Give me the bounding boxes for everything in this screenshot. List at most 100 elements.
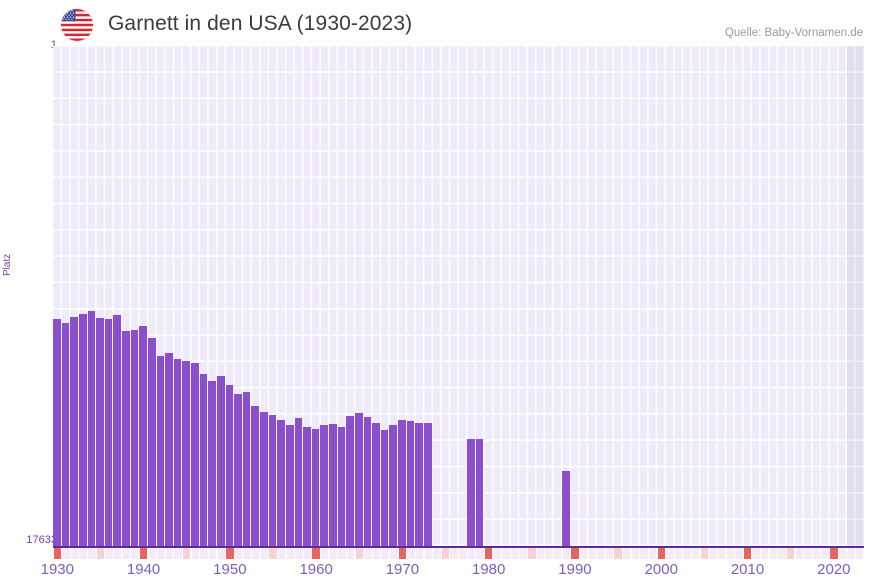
y-axis-tick-bottom: 17633 [26,534,57,546]
tick-marker-minor [122,548,131,559]
bar[interactable] [87,311,97,546]
tick-marker-minor [424,548,432,559]
tick-marker-minor [433,548,441,559]
tick-marker-major [484,548,493,559]
tick-marker-minor [88,548,96,559]
bar[interactable] [268,415,278,546]
tick-marker-minor [528,548,536,559]
bar[interactable] [406,421,416,546]
tick-marker-minor [666,548,674,559]
tick-marker-major [743,548,752,559]
bar[interactable] [165,353,174,546]
bar[interactable] [113,315,123,546]
bar[interactable] [251,406,261,546]
tick-marker-minor [70,548,79,559]
page-title: Garnett in den USA (1930-2023) [108,12,413,35]
tick-marker-major [226,548,234,559]
bar[interactable] [562,471,571,546]
tick-marker-major [571,548,579,559]
y-axis-title: Platz [2,253,13,276]
tick-marker-minor [709,548,717,559]
tick-marker-minor [510,548,519,559]
tick-marker-minor [769,548,778,559]
tick-marker-minor [623,548,631,559]
x-axis-tick-label: 1950 [213,561,247,578]
bar[interactable] [156,356,166,546]
bar[interactable] [354,413,364,546]
tick-marker-minor [269,548,277,559]
bar[interactable] [96,318,105,546]
tick-marker-minor [493,548,502,559]
x-axis-tick-label: 1930 [40,561,74,578]
bar[interactable] [78,314,88,546]
tick-marker-minor [519,548,527,559]
bar[interactable] [363,417,373,546]
bar[interactable] [329,424,338,546]
tick-marker-minor [62,548,70,559]
tick-marker-minor [96,548,105,559]
tick-marker-minor [674,548,683,559]
source-attribution: Quelle: Baby-Vornamen.de [724,27,863,39]
tick-marker-minor [346,548,355,559]
x-axis-line [53,546,864,548]
tick-marker-minor [640,548,648,559]
tick-marker-minor [234,548,243,559]
bar[interactable] [303,427,312,546]
x-axis-tick-label: 2000 [644,561,678,578]
bar[interactable] [380,430,390,546]
tick-marker-minor [338,548,346,559]
x-axis-tick-label: 2020 [817,561,851,578]
bar[interactable] [294,418,304,546]
tick-marker-minor [631,548,640,559]
us-flag-icon [61,9,93,41]
tick-marker-minor [183,548,191,559]
bar[interactable] [346,416,355,546]
bar[interactable] [70,317,79,546]
tick-marker-minor [381,548,389,559]
bar[interactable] [199,374,209,546]
bar[interactable] [208,381,217,546]
tick-marker-minor [838,548,847,559]
bar[interactable] [285,425,295,546]
bar[interactable] [216,376,226,546]
bar[interactable] [104,319,114,546]
bar[interactable] [225,385,235,546]
bar[interactable] [337,427,347,546]
bar[interactable] [311,429,321,546]
bar[interactable] [173,359,183,546]
bar[interactable] [234,394,243,546]
bar-series [53,46,864,546]
tick-marker-minor [441,548,450,559]
bar[interactable] [61,323,71,546]
x-axis-tick-label: 1970 [385,561,420,578]
bar[interactable] [415,423,424,546]
bar[interactable] [139,326,148,546]
tick-marker-minor [131,548,139,559]
bar[interactable] [372,423,381,546]
bar[interactable] [53,319,62,546]
bar[interactable] [423,423,433,546]
tick-marker-major [312,548,320,559]
bar[interactable] [277,420,286,546]
bar[interactable] [122,331,131,546]
bar[interactable] [260,412,269,546]
bar[interactable] [475,439,485,546]
bar[interactable] [130,330,140,546]
bar[interactable] [398,420,407,546]
tick-marker-minor [545,548,553,559]
bar[interactable] [182,361,192,546]
tick-marker-minor [79,548,87,559]
tick-marker-minor [554,548,562,559]
tick-marker-minor [786,548,795,559]
tick-marker-minor [804,548,812,559]
bar[interactable] [389,425,399,546]
bar[interactable] [191,363,200,546]
bar[interactable] [242,392,252,546]
tick-marker-minor [208,548,217,559]
bar[interactable] [320,425,330,546]
x-axis-tick-label: 1960 [299,561,333,578]
bar[interactable] [147,338,157,546]
tick-marker-minor [735,548,743,559]
bar[interactable] [467,439,476,546]
